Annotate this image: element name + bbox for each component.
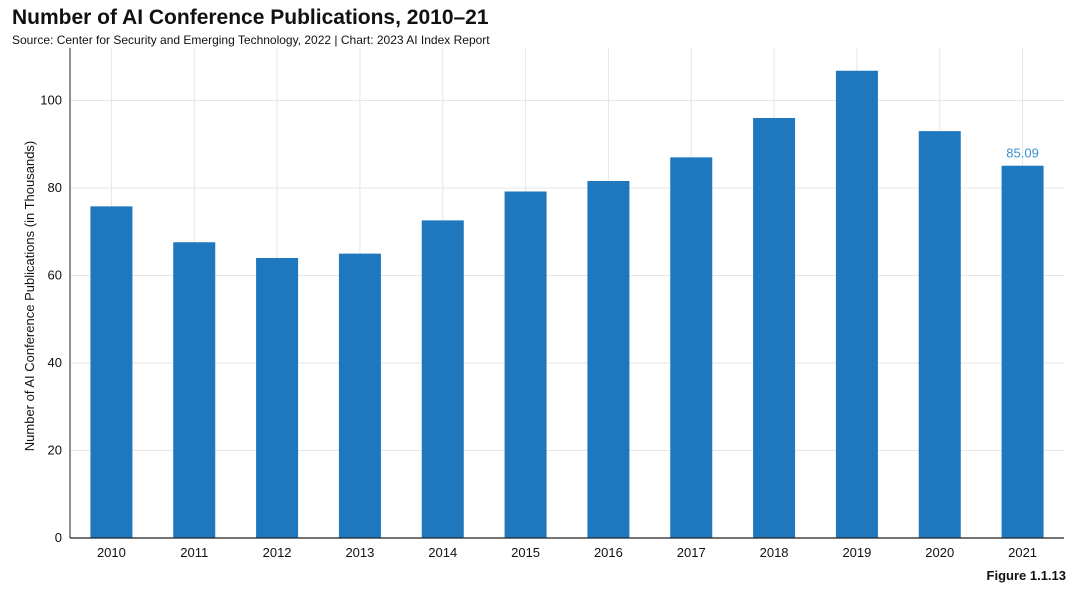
bar-2020 [918,131,961,538]
bar-2014 [421,220,464,538]
y-tick-label: 20 [48,443,62,458]
y-tick-label: 100 [40,93,62,108]
axis-layer [69,48,1064,539]
bar-layer [90,70,1044,538]
bar-2012 [256,258,299,538]
bar-2010 [90,206,133,538]
chart-title: Number of AI Conference Publications, 20… [12,6,489,29]
chart-subtitle: Source: Center for Security and Emerging… [12,33,490,47]
bar-2016 [587,181,630,538]
bar-2017 [670,157,713,538]
y-axis-title: Number of AI Conference Publications (in… [22,141,37,451]
x-tick-label: 2017 [677,545,706,560]
x-tick-label: 2021 [1008,545,1037,560]
data-label-2021: 85.09 [1006,146,1039,161]
figure-label: Figure 1.1.13 [986,568,1066,583]
x-tick-label: 2019 [842,545,871,560]
grid-layer [70,48,1064,538]
bar-2011 [173,242,216,538]
x-tick-label: 2020 [925,545,954,560]
x-tick-label: 2010 [97,545,126,560]
x-tick-label: 2016 [594,545,623,560]
label-layer: 0 20 40 60 80 100 2010 2011 2012 2013 2014 2015 2016… [40,93,1039,561]
bar-2021 [1001,165,1044,538]
x-tick-label: 2012 [263,545,292,560]
y-tick-label: 40 [48,355,62,370]
bar-2019 [835,70,878,538]
x-tick-label: 2013 [345,545,374,560]
x-tick-label: 2014 [428,545,457,560]
x-tick-label: 2015 [511,545,540,560]
x-tick-label: 2011 [180,545,208,560]
bar-2018 [753,118,796,538]
bar-2013 [338,253,381,538]
y-tick-label: 80 [48,180,62,195]
x-tick-label: 2018 [760,545,789,560]
y-tick-label: 60 [48,268,62,283]
bar-2015 [504,191,547,538]
y-tick-label: 0 [55,530,62,545]
